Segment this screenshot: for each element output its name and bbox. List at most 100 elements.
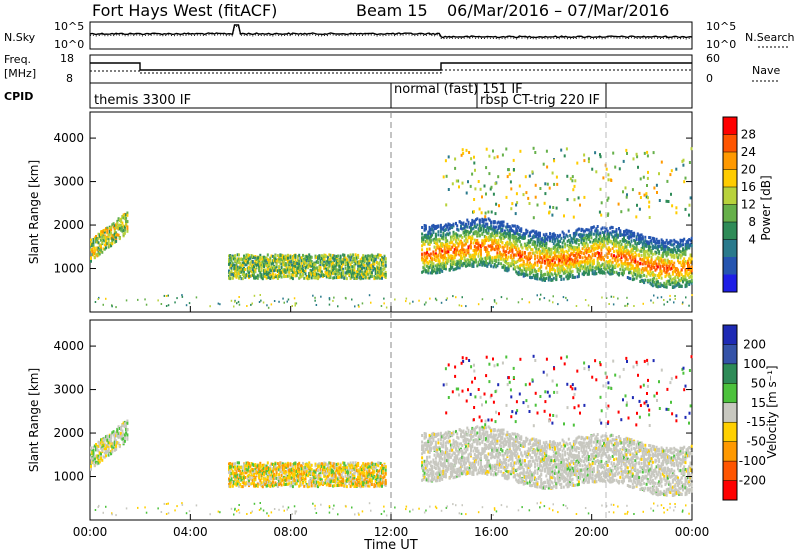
power-cell [542,247,545,251]
power-cell [92,238,95,241]
power-cell [261,260,264,264]
power-cell [231,276,234,280]
power-cell [496,228,499,232]
power-cell [333,267,336,270]
power-cell [611,269,614,273]
power-cell [458,260,461,264]
power-cell [584,236,587,240]
power-cell [447,245,450,249]
power-cell [447,155,450,159]
power-cell [554,269,556,273]
power-cell [594,229,597,233]
power-cell [381,276,383,280]
power-cell [559,258,562,262]
power-cell [599,153,601,157]
power-cell [443,256,446,260]
power-cell [471,227,474,231]
power-cell [640,248,643,251]
power-cell [90,242,92,246]
power-cell [101,231,104,235]
power-cell [448,231,451,235]
power-cell [107,245,110,249]
power-cell [551,256,554,260]
power-cell [582,241,585,245]
power-cell [279,271,282,275]
colorbar-tick-label: 12 [741,198,756,212]
power-cell [687,259,689,263]
power-cell [363,266,366,270]
power-cell [372,255,375,258]
power-cell [470,240,472,244]
power-cell [668,264,671,268]
power-cell [480,256,482,260]
power-cell [489,187,492,191]
power-cell [554,272,556,276]
power-cell [658,199,661,202]
power-cell [477,247,480,251]
power-cell [298,266,301,270]
power-cell [335,257,338,261]
power-cell [358,261,361,265]
power-cell [97,251,100,255]
power-cell [618,245,620,249]
power-cell [280,271,283,275]
power-cell [423,254,426,258]
power-cell [265,261,268,265]
power-cell [443,224,446,228]
power-cell [511,250,514,254]
power-cell [670,169,673,173]
power-cell [669,250,672,254]
power-cell [305,276,308,280]
power-cell [665,273,668,277]
power-cell [511,235,514,239]
power-cell [271,276,274,280]
power-cell [607,173,610,177]
power-cell [532,229,535,233]
power-cell [271,261,274,265]
power-cell [266,276,269,280]
power-cell [465,229,467,233]
power-cell [253,269,255,273]
power-cell [299,267,302,271]
power-cell [626,304,628,307]
power-cell [535,233,538,237]
power-cell [656,296,659,299]
power-cell [422,265,425,269]
power-cell [527,241,530,245]
power-cell [421,232,424,236]
power-cell [653,260,656,264]
power-cell [576,267,579,271]
power-cell [319,263,322,267]
power-cell [669,276,672,280]
power-cell [670,266,673,270]
power-cell [446,239,449,243]
power-cell [230,259,233,263]
power-cell [318,268,321,272]
power-cell [437,263,440,267]
power-cell [532,235,535,239]
power-cell [596,240,599,244]
power-cell [332,254,335,257]
power-cell [585,267,588,271]
power-cell [541,252,544,255]
power-cell [432,225,435,229]
power-cell [368,264,371,268]
power-cell [679,284,682,288]
power-cell [513,224,516,228]
power-cell [118,223,121,227]
power-cell [358,276,361,280]
power-cell [595,242,598,246]
power-cell [115,306,117,309]
power-cell [666,279,669,283]
power-cell [453,256,456,260]
nsky-line [89,24,693,39]
power-cell [556,234,559,238]
power-cell [678,283,681,286]
power-cell [566,266,569,270]
power-cell [474,187,477,191]
power-cell [545,233,548,236]
power-cell [426,233,429,237]
power-cell [429,232,432,236]
power-cell [673,246,676,250]
power-cell [449,247,452,251]
